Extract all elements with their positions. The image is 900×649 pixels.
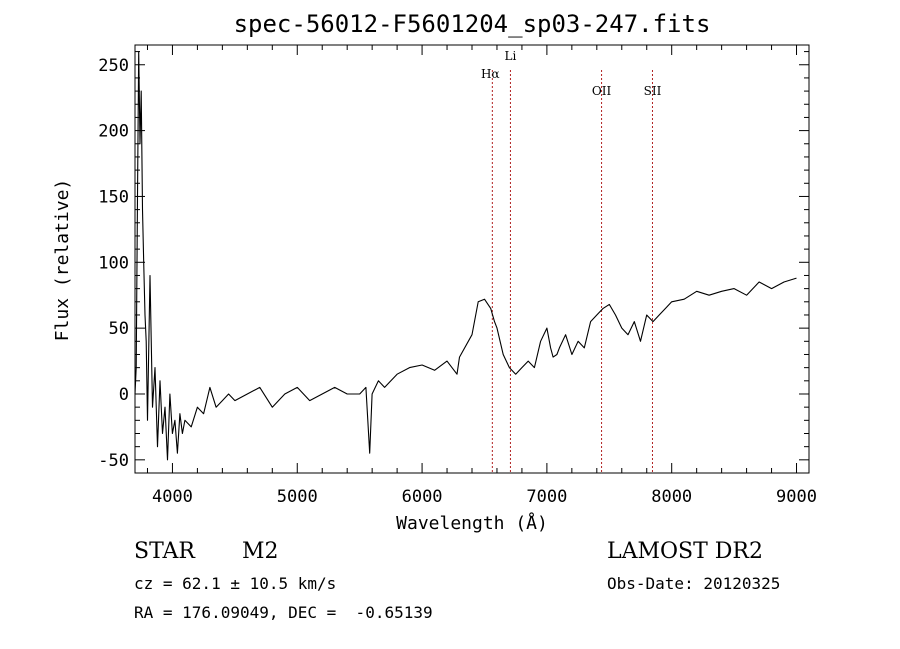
y-tick-label: 200 [98, 122, 129, 142]
spectral-line-label: SII [644, 84, 662, 98]
plot-area: 4000 5000 6000 7000 8000 9000 -50 0 50 100 150 200 2… [98, 44, 817, 507]
object-class: STAR [134, 539, 195, 564]
y-tick-label: 150 [98, 187, 129, 207]
spectral-line-label: OII [592, 84, 612, 98]
x-axis-label: Wavelength (Å) [396, 512, 548, 534]
obs-date-text: Obs-Date: 20120325 [607, 574, 781, 593]
survey-name: LAMOST DR2 [607, 539, 763, 564]
y-tick-label: 50 [109, 319, 129, 339]
spectral-line-label: Li [505, 49, 517, 63]
x-tick-label: 8000 [651, 487, 692, 507]
y-tick-label: 0 [119, 385, 129, 405]
x-tick-label: 9000 [776, 487, 817, 507]
plot-frame [134, 44, 810, 474]
x-tick-label: 4000 [152, 487, 193, 507]
x-tick-label: 6000 [402, 487, 443, 507]
spectral-line-label: Hα [481, 67, 500, 81]
coordinates-text: RA = 176.09049, DEC = -0.65139 [134, 603, 433, 622]
redshift-text: cz = 62.1 ± 10.5 km/s [134, 574, 337, 593]
y-axis-label: Flux (relative) [52, 179, 73, 342]
chart-title: spec-56012-F5601204_sp03-247.fits [234, 10, 711, 38]
y-tick-label: 250 [98, 56, 129, 76]
spectrum-line [134, 51, 797, 461]
x-tick-label: 5000 [277, 487, 318, 507]
x-tick-label: 7000 [526, 487, 567, 507]
y-tick-label: 100 [98, 253, 129, 273]
y-tick-label: -50 [98, 451, 129, 471]
subclass: M2 [242, 539, 279, 564]
